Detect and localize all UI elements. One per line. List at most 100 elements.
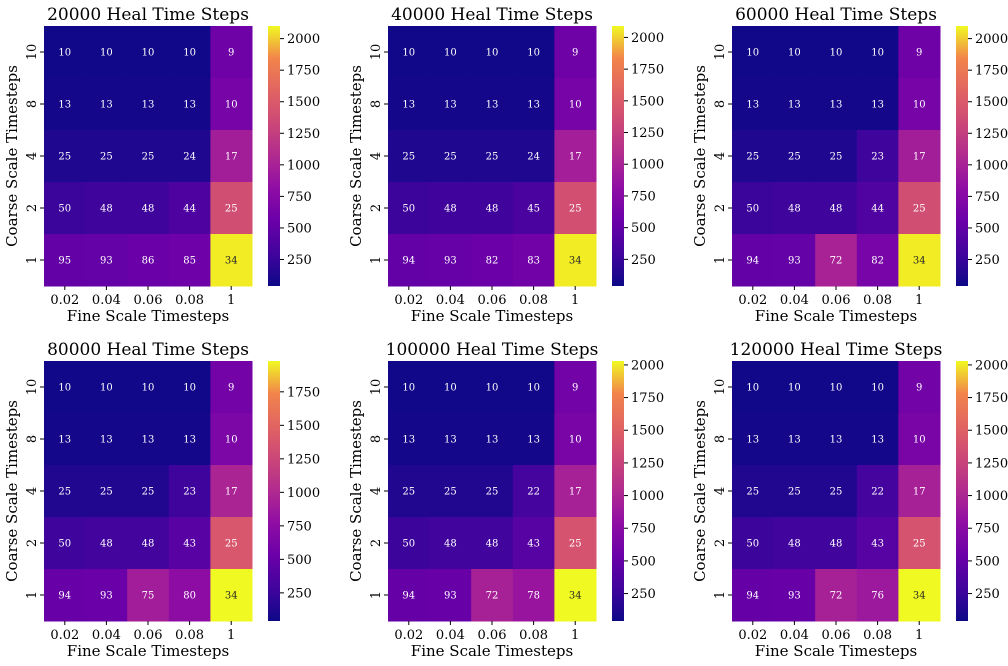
cell-annotation: 13 — [402, 100, 415, 111]
colorbar-tick-label: 250 — [287, 253, 312, 268]
colorbar-tick-label: 500 — [975, 221, 1000, 236]
x-axis-label: Fine Scale Timesteps — [755, 307, 917, 325]
cell-annotation: 10 — [142, 383, 155, 394]
heatmap-cell — [773, 78, 816, 131]
cell-annotation: 10 — [225, 435, 238, 446]
cell-annotation: 13 — [142, 100, 155, 111]
cell-annotation: 24 — [527, 152, 540, 163]
cell-annotation: 10 — [788, 383, 801, 394]
cell-annotation: 13 — [58, 100, 71, 111]
colorbar-tick-label: 750 — [975, 522, 1000, 537]
cell-annotation: 48 — [486, 204, 499, 215]
cell-annotation: 48 — [444, 539, 457, 550]
heatmap-cell — [773, 361, 816, 414]
heatmap-cell — [85, 78, 128, 131]
x-tick-label: 1 — [571, 293, 579, 308]
colorbar-tick-label: 1000 — [631, 489, 664, 504]
y-axis-label: Coarse Scale Timesteps — [691, 65, 709, 247]
heatmap-cell — [815, 78, 858, 131]
cell-annotation: 34 — [225, 591, 238, 602]
cell-annotation: 48 — [788, 539, 801, 550]
colorbar-tick-label: 2000 — [631, 31, 664, 46]
colorbar-tick-label: 1000 — [975, 489, 1008, 504]
cell-annotation: 13 — [746, 100, 759, 111]
y-axis-label: Coarse Scale Timesteps — [3, 400, 21, 582]
cell-annotation: 13 — [486, 435, 499, 446]
colorbar-tick-label: 1000 — [975, 158, 1008, 173]
heatmap-panel: 120000 Heal Time Steps 10 10 10 10 9 13 13 13 13 1… — [691, 340, 1008, 660]
cell-annotation: 25 — [569, 539, 582, 550]
heatmap-cell — [471, 361, 514, 414]
cell-annotation: 83 — [527, 256, 540, 267]
cell-annotation: 10 — [527, 48, 540, 59]
heatmap-cell — [512, 569, 555, 622]
cell-annotation: 17 — [225, 152, 238, 163]
cell-annotation: 13 — [486, 100, 499, 111]
y-tick-label: 2 — [25, 204, 40, 212]
colorbar-tick-label: 1250 — [975, 456, 1008, 471]
heatmap-cell — [554, 517, 597, 570]
colorbar-tick-label: 1250 — [287, 452, 320, 467]
heatmap-cell — [127, 234, 170, 287]
colorbar-tick-label: 500 — [287, 221, 312, 236]
heatmap-cell — [44, 182, 87, 235]
cell-annotation: 25 — [486, 152, 499, 163]
heatmap-cell — [388, 517, 431, 570]
cell-annotation: 43 — [527, 539, 540, 550]
cell-annotation: 9 — [572, 48, 578, 59]
heatmap-cell — [388, 130, 431, 183]
cell-annotation: 34 — [913, 591, 926, 602]
heatmap-cell — [773, 26, 816, 79]
heatmap-cell — [429, 361, 472, 414]
cell-annotation: 25 — [830, 152, 843, 163]
heatmap-cell — [85, 517, 128, 570]
cell-annotation: 10 — [788, 48, 801, 59]
colorbar-tick-label: 1500 — [975, 424, 1008, 439]
x-tick-label: 0.08 — [175, 293, 204, 308]
cell-annotation: 10 — [183, 383, 196, 394]
colorbar-tick-label: 1000 — [287, 158, 320, 173]
x-tick-label: 0.06 — [478, 628, 507, 643]
cell-annotation: 94 — [746, 256, 759, 267]
heatmap-cell — [554, 234, 597, 287]
x-tick-label: 0.04 — [780, 293, 809, 308]
cell-annotation: 48 — [142, 204, 155, 215]
cell-annotation: 17 — [569, 152, 582, 163]
heatmap-cell — [554, 569, 597, 622]
colorbar-tick-label: 1500 — [631, 424, 664, 439]
heatmap-cell — [512, 26, 555, 79]
heatmap-cell — [44, 413, 87, 466]
colorbar-tick-label: 750 — [631, 522, 656, 537]
x-tick-label: 0.04 — [92, 628, 121, 643]
heatmap-cell — [429, 78, 472, 131]
y-tick-label: 4 — [713, 487, 728, 495]
heatmap-cell — [554, 361, 597, 414]
y-tick-label: 2 — [369, 539, 384, 547]
cell-annotation: 13 — [527, 435, 540, 446]
cell-annotation: 9 — [916, 48, 922, 59]
chart-title: 40000 Heal Time Steps — [391, 5, 593, 25]
cell-annotation: 94 — [402, 591, 415, 602]
colorbar-tick-label: 750 — [287, 190, 312, 205]
x-tick-label: 1 — [915, 628, 923, 643]
cell-annotation: 78 — [527, 591, 540, 602]
heatmap-cell — [85, 413, 128, 466]
heatmap-cell — [429, 413, 472, 466]
y-tick-label: 1 — [369, 591, 384, 599]
cell-annotation: 93 — [100, 591, 113, 602]
cell-annotation: 45 — [527, 204, 540, 215]
cell-annotation: 48 — [788, 204, 801, 215]
heatmap-cell — [168, 517, 211, 570]
heatmap-cell — [127, 130, 170, 183]
heatmap-cell — [512, 413, 555, 466]
colorbar-tick-label: 1000 — [287, 486, 320, 501]
heatmap-cell — [388, 569, 431, 622]
cell-annotation: 48 — [100, 204, 113, 215]
y-tick-label: 1 — [713, 591, 728, 599]
chart-title: 100000 Heal Time Steps — [386, 340, 599, 360]
colorbar-tick-label: 1250 — [631, 126, 664, 141]
y-tick-label: 1 — [713, 256, 728, 264]
x-axis-label: Fine Scale Timesteps — [755, 642, 917, 660]
heatmap-cell — [512, 465, 555, 518]
cell-annotation: 48 — [830, 539, 843, 550]
